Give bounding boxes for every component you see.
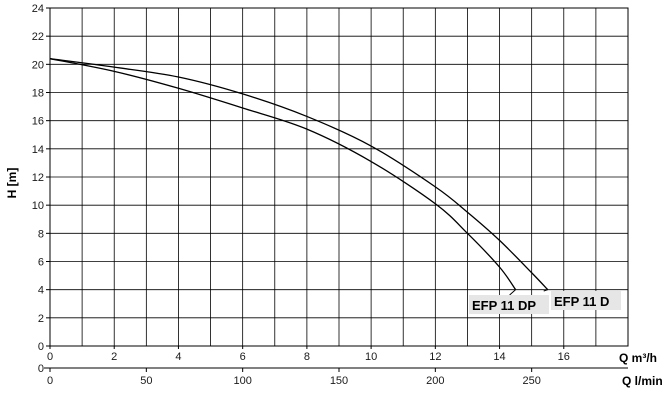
x-tick-label: 0 <box>47 351 53 363</box>
x-axis-secondary-label: Q l/min <box>622 374 663 388</box>
x-tick-label: 8 <box>304 351 310 363</box>
x2-tick-label: 100 <box>233 375 251 387</box>
x-tick-label: 6 <box>240 351 246 363</box>
x2-tick-label: 50 <box>140 375 152 387</box>
y-tick-label: 10 <box>32 200 44 212</box>
x-tick-label: 12 <box>429 351 441 363</box>
y-tick-label: 0 <box>38 341 44 353</box>
y-tick-label: 6 <box>38 257 44 269</box>
grid <box>44 7 629 372</box>
y-tick-label: 18 <box>32 88 44 100</box>
curves <box>49 58 549 291</box>
y-tick-label: 14 <box>32 144 44 156</box>
x2-tick-label: 150 <box>330 375 348 387</box>
y-tick-label: 8 <box>38 228 44 240</box>
x2-tick-label: 0 <box>47 375 53 387</box>
x-axis-label: Q m³/h <box>619 351 657 365</box>
x2-tick-label: 250 <box>522 375 540 387</box>
y-axis-label: H [m] <box>5 168 19 199</box>
series-leader-line <box>543 289 548 292</box>
x-tick-label: 10 <box>365 351 377 363</box>
series-label-box <box>469 295 549 314</box>
series-curve <box>49 58 549 291</box>
axis-titles: H [m] Q m³/h Q l/min <box>5 168 663 388</box>
x-tick-label: 16 <box>558 351 570 363</box>
x-tick-label: 14 <box>493 351 505 363</box>
y-tick-label: 24 <box>32 3 44 15</box>
y-tick-label: 2 <box>38 313 44 325</box>
x-tick-label: 2 <box>111 351 117 363</box>
series-leader-line <box>509 289 516 296</box>
series-label: EFP 11 DP <box>472 298 536 313</box>
y-tick-label: 4 <box>38 285 44 297</box>
y-tick-label: 12 <box>32 172 44 184</box>
series-curve <box>49 58 517 291</box>
x2-zero-label: 0 <box>38 363 44 375</box>
series-label-box <box>551 291 621 310</box>
series-labels: EFP 11 D EFP 11 DP <box>469 289 621 314</box>
y-tick-label: 22 <box>32 31 44 43</box>
y-tick-label: 20 <box>32 59 44 71</box>
y-tick-label: 16 <box>32 116 44 128</box>
x2-tick-label: 200 <box>426 375 444 387</box>
series-label: EFP 11 D <box>554 294 609 309</box>
x-tick-label: 4 <box>175 351 181 363</box>
